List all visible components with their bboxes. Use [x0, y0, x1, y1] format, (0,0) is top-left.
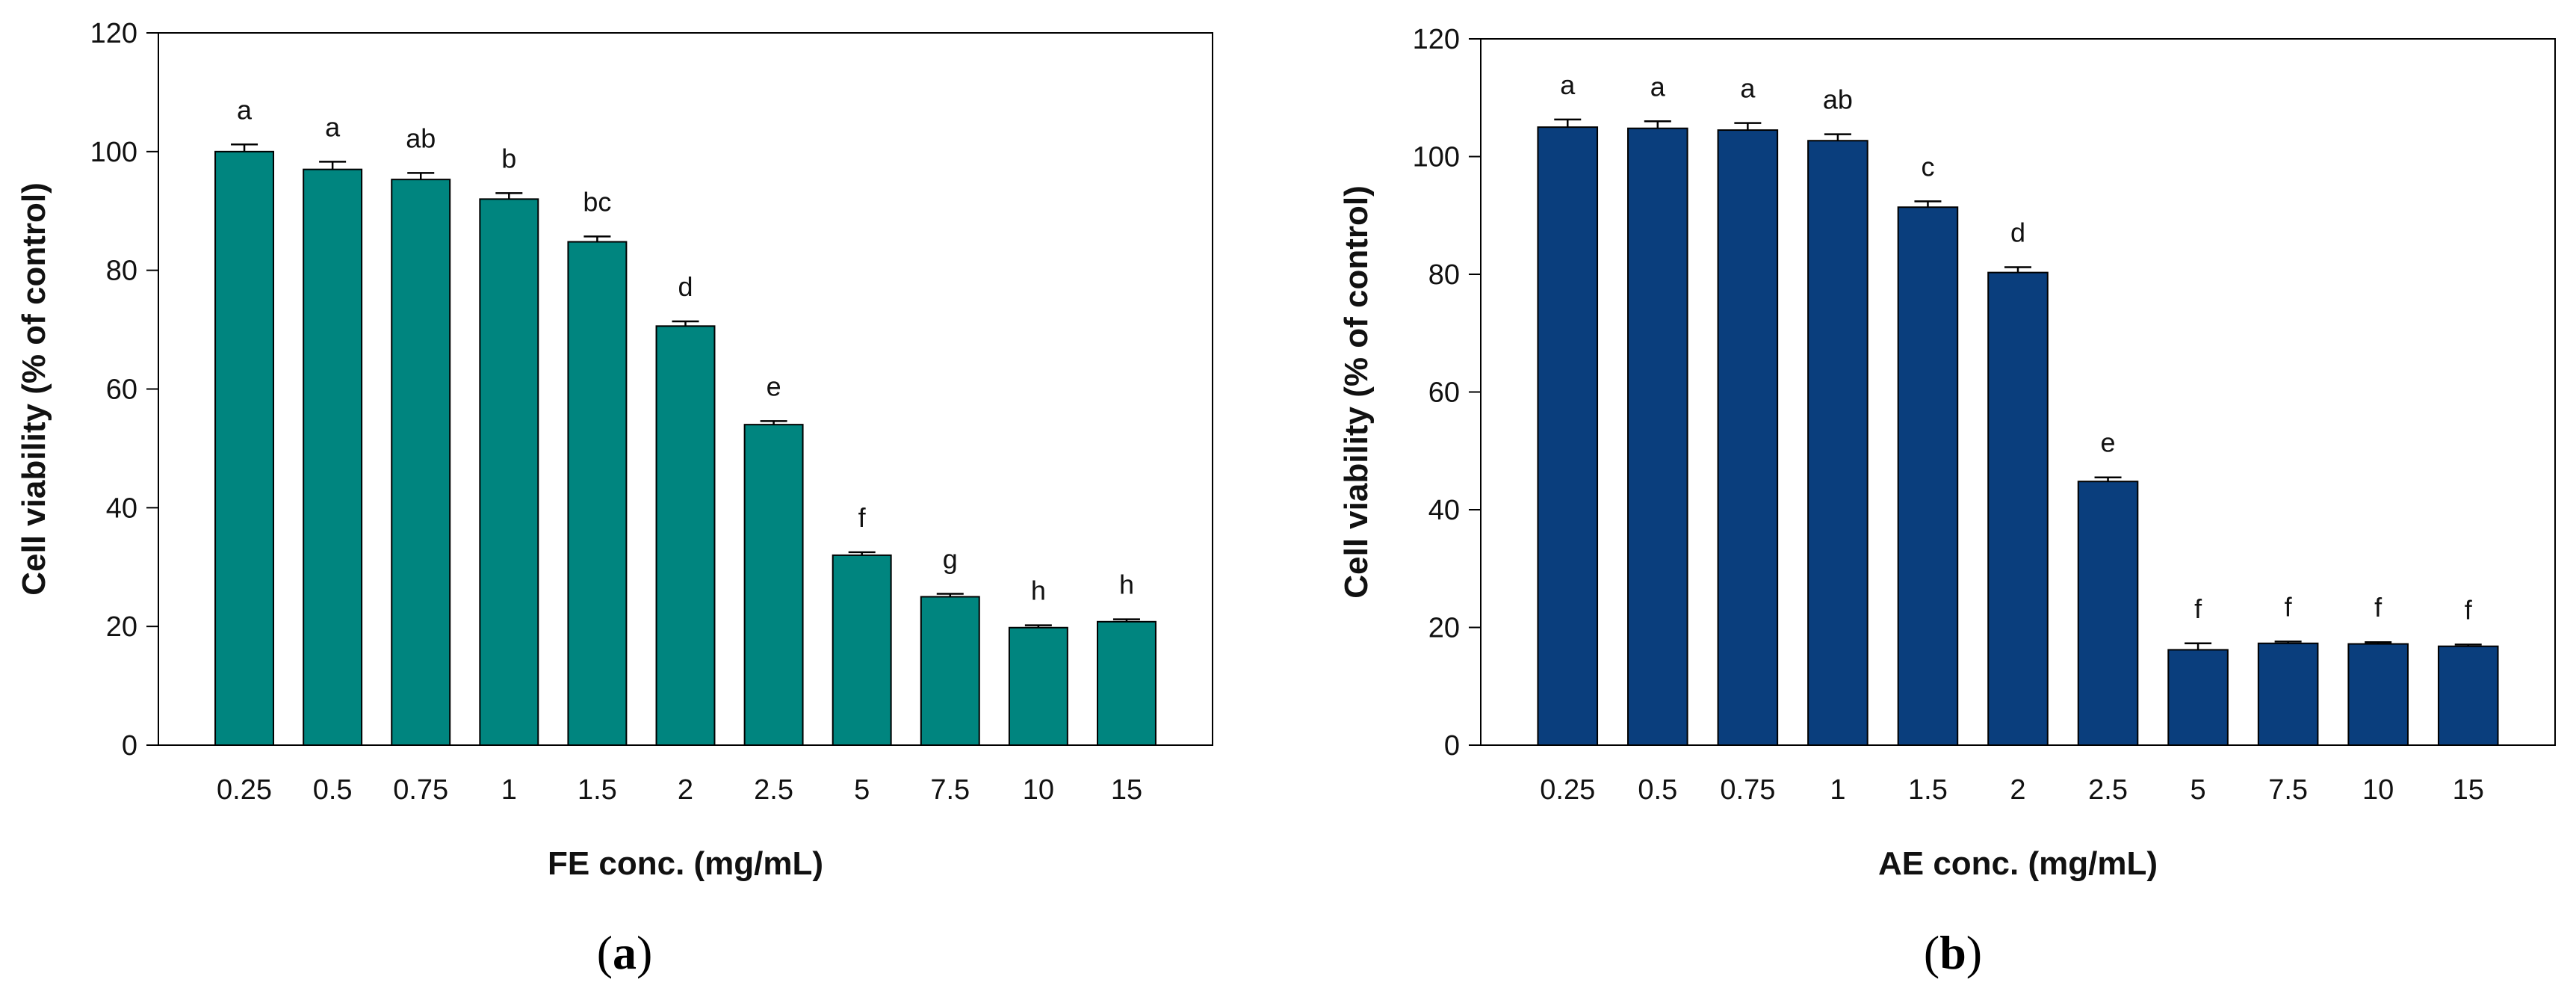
y-tick-label: 60 [106, 374, 137, 406]
y-tick-label: 100 [1413, 142, 1460, 173]
bar [1537, 126, 1599, 746]
significance-label: e [767, 371, 781, 401]
bar [2347, 643, 2409, 746]
significance-label: f [2194, 593, 2202, 624]
bar [479, 198, 539, 747]
y-tick-label: 80 [1428, 259, 1460, 291]
x-axis-title: FE conc. (mg/mL) [548, 845, 823, 882]
bar [303, 168, 363, 747]
x-tick-label: 2 [2010, 774, 2025, 806]
x-tick-label: 1.5 [578, 774, 617, 806]
significance-label: d [678, 271, 693, 302]
y-tick-label: 0 [1444, 730, 1460, 762]
bar [832, 554, 892, 746]
caption-letter: a [613, 926, 637, 979]
significance-label: f [2374, 592, 2383, 623]
significance-label: b [501, 143, 516, 173]
bar [2257, 642, 2319, 747]
panel-caption: (a) [597, 926, 653, 979]
x-tick-label: 5 [854, 774, 870, 806]
x-tick-label: 7.5 [2268, 774, 2308, 806]
x-tick-label: 1.5 [1908, 774, 1948, 806]
significance-label: e [2101, 428, 2116, 458]
x-tick-label: 10 [2362, 774, 2394, 806]
significance-label: c [1921, 151, 1934, 182]
x-tick-label: 1 [1830, 774, 1845, 806]
bar [391, 179, 451, 746]
y-tick-label: 120 [90, 18, 137, 49]
x-tick-label: 0.25 [217, 774, 272, 806]
bar [567, 241, 628, 746]
bar [2077, 481, 2139, 746]
bar [1807, 140, 1868, 747]
significance-label: bc [583, 186, 611, 217]
x-tick-label: 7.5 [930, 774, 970, 806]
bar [920, 596, 980, 746]
bar [743, 424, 804, 747]
y-tick-label: 40 [1428, 495, 1460, 526]
y-tick-label: 60 [1428, 377, 1460, 409]
bar [1897, 206, 1959, 747]
x-tick-label: 2.5 [2088, 774, 2128, 806]
significance-label: g [943, 543, 958, 574]
significance-label: a [1650, 71, 1666, 102]
significance-label: ab [406, 123, 436, 153]
significance-label: a [1740, 73, 1756, 104]
x-tick-label: 0.75 [1720, 774, 1775, 806]
bar [1987, 271, 2049, 746]
x-tick-label: 15 [2453, 774, 2484, 806]
y-tick-label: 0 [122, 730, 137, 762]
y-tick-label: 20 [1428, 613, 1460, 644]
x-tick-label: 0.75 [393, 774, 448, 806]
bar [2437, 645, 2499, 747]
panel-caption: (b) [1924, 926, 1982, 979]
x-tick-label: 1 [501, 774, 517, 806]
chart-panel-a: 0 20 40 60 80 100 120 a 0.25 a 0.5 ab 0.75 b 1 bc 1.5 d 2 e… [16, 18, 1213, 979]
caption-close: ) [1966, 926, 1982, 979]
significance-label: f [2465, 594, 2473, 625]
y-axis-title: Cell viability (% of control) [1338, 185, 1375, 599]
significance-label: h [1031, 575, 1046, 606]
significance-label: d [2010, 217, 2025, 248]
significance-label: ab [1823, 84, 1853, 115]
chart-panel-b: 0 20 40 60 80 100 120 a 0.25 a 0.5 a 0.75 ab 1 c 1.5 d 2 e 2… [1338, 24, 2556, 979]
bar [1008, 626, 1068, 746]
x-tick-label: 15 [1111, 774, 1142, 806]
x-tick-label: 5 [2190, 774, 2206, 806]
significance-label: f [2285, 591, 2293, 622]
significance-label: a [237, 94, 253, 125]
x-axis-title: AE conc. (mg/mL) [1878, 845, 2158, 882]
x-tick-label: 2 [678, 774, 693, 806]
caption-letter: b [1939, 926, 1966, 979]
x-tick-label: 0.5 [1638, 774, 1677, 806]
significance-label: a [1560, 70, 1576, 100]
x-tick-label: 2.5 [754, 774, 793, 806]
caption-open: ( [597, 926, 613, 979]
y-tick-label: 20 [106, 611, 137, 643]
x-tick-label: 10 [1023, 774, 1054, 806]
bar [1717, 129, 1779, 746]
y-tick-label: 100 [90, 137, 137, 168]
y-tick-label: 80 [106, 256, 137, 287]
significance-label: h [1119, 570, 1134, 600]
significance-label: f [858, 502, 867, 533]
y-tick-label: 40 [106, 493, 137, 524]
bar [2167, 649, 2229, 746]
x-tick-label: 0.5 [313, 774, 353, 806]
significance-label: a [325, 111, 341, 142]
bar [214, 150, 275, 747]
x-tick-label: 0.25 [1540, 774, 1595, 806]
bar [655, 325, 716, 746]
y-axis-title: Cell viability (% of control) [16, 182, 52, 596]
bar [1096, 620, 1157, 747]
caption-close: ) [637, 926, 652, 979]
y-tick-label: 120 [1413, 24, 1460, 55]
bar [1627, 127, 1688, 746]
caption-open: ( [1924, 926, 1939, 979]
